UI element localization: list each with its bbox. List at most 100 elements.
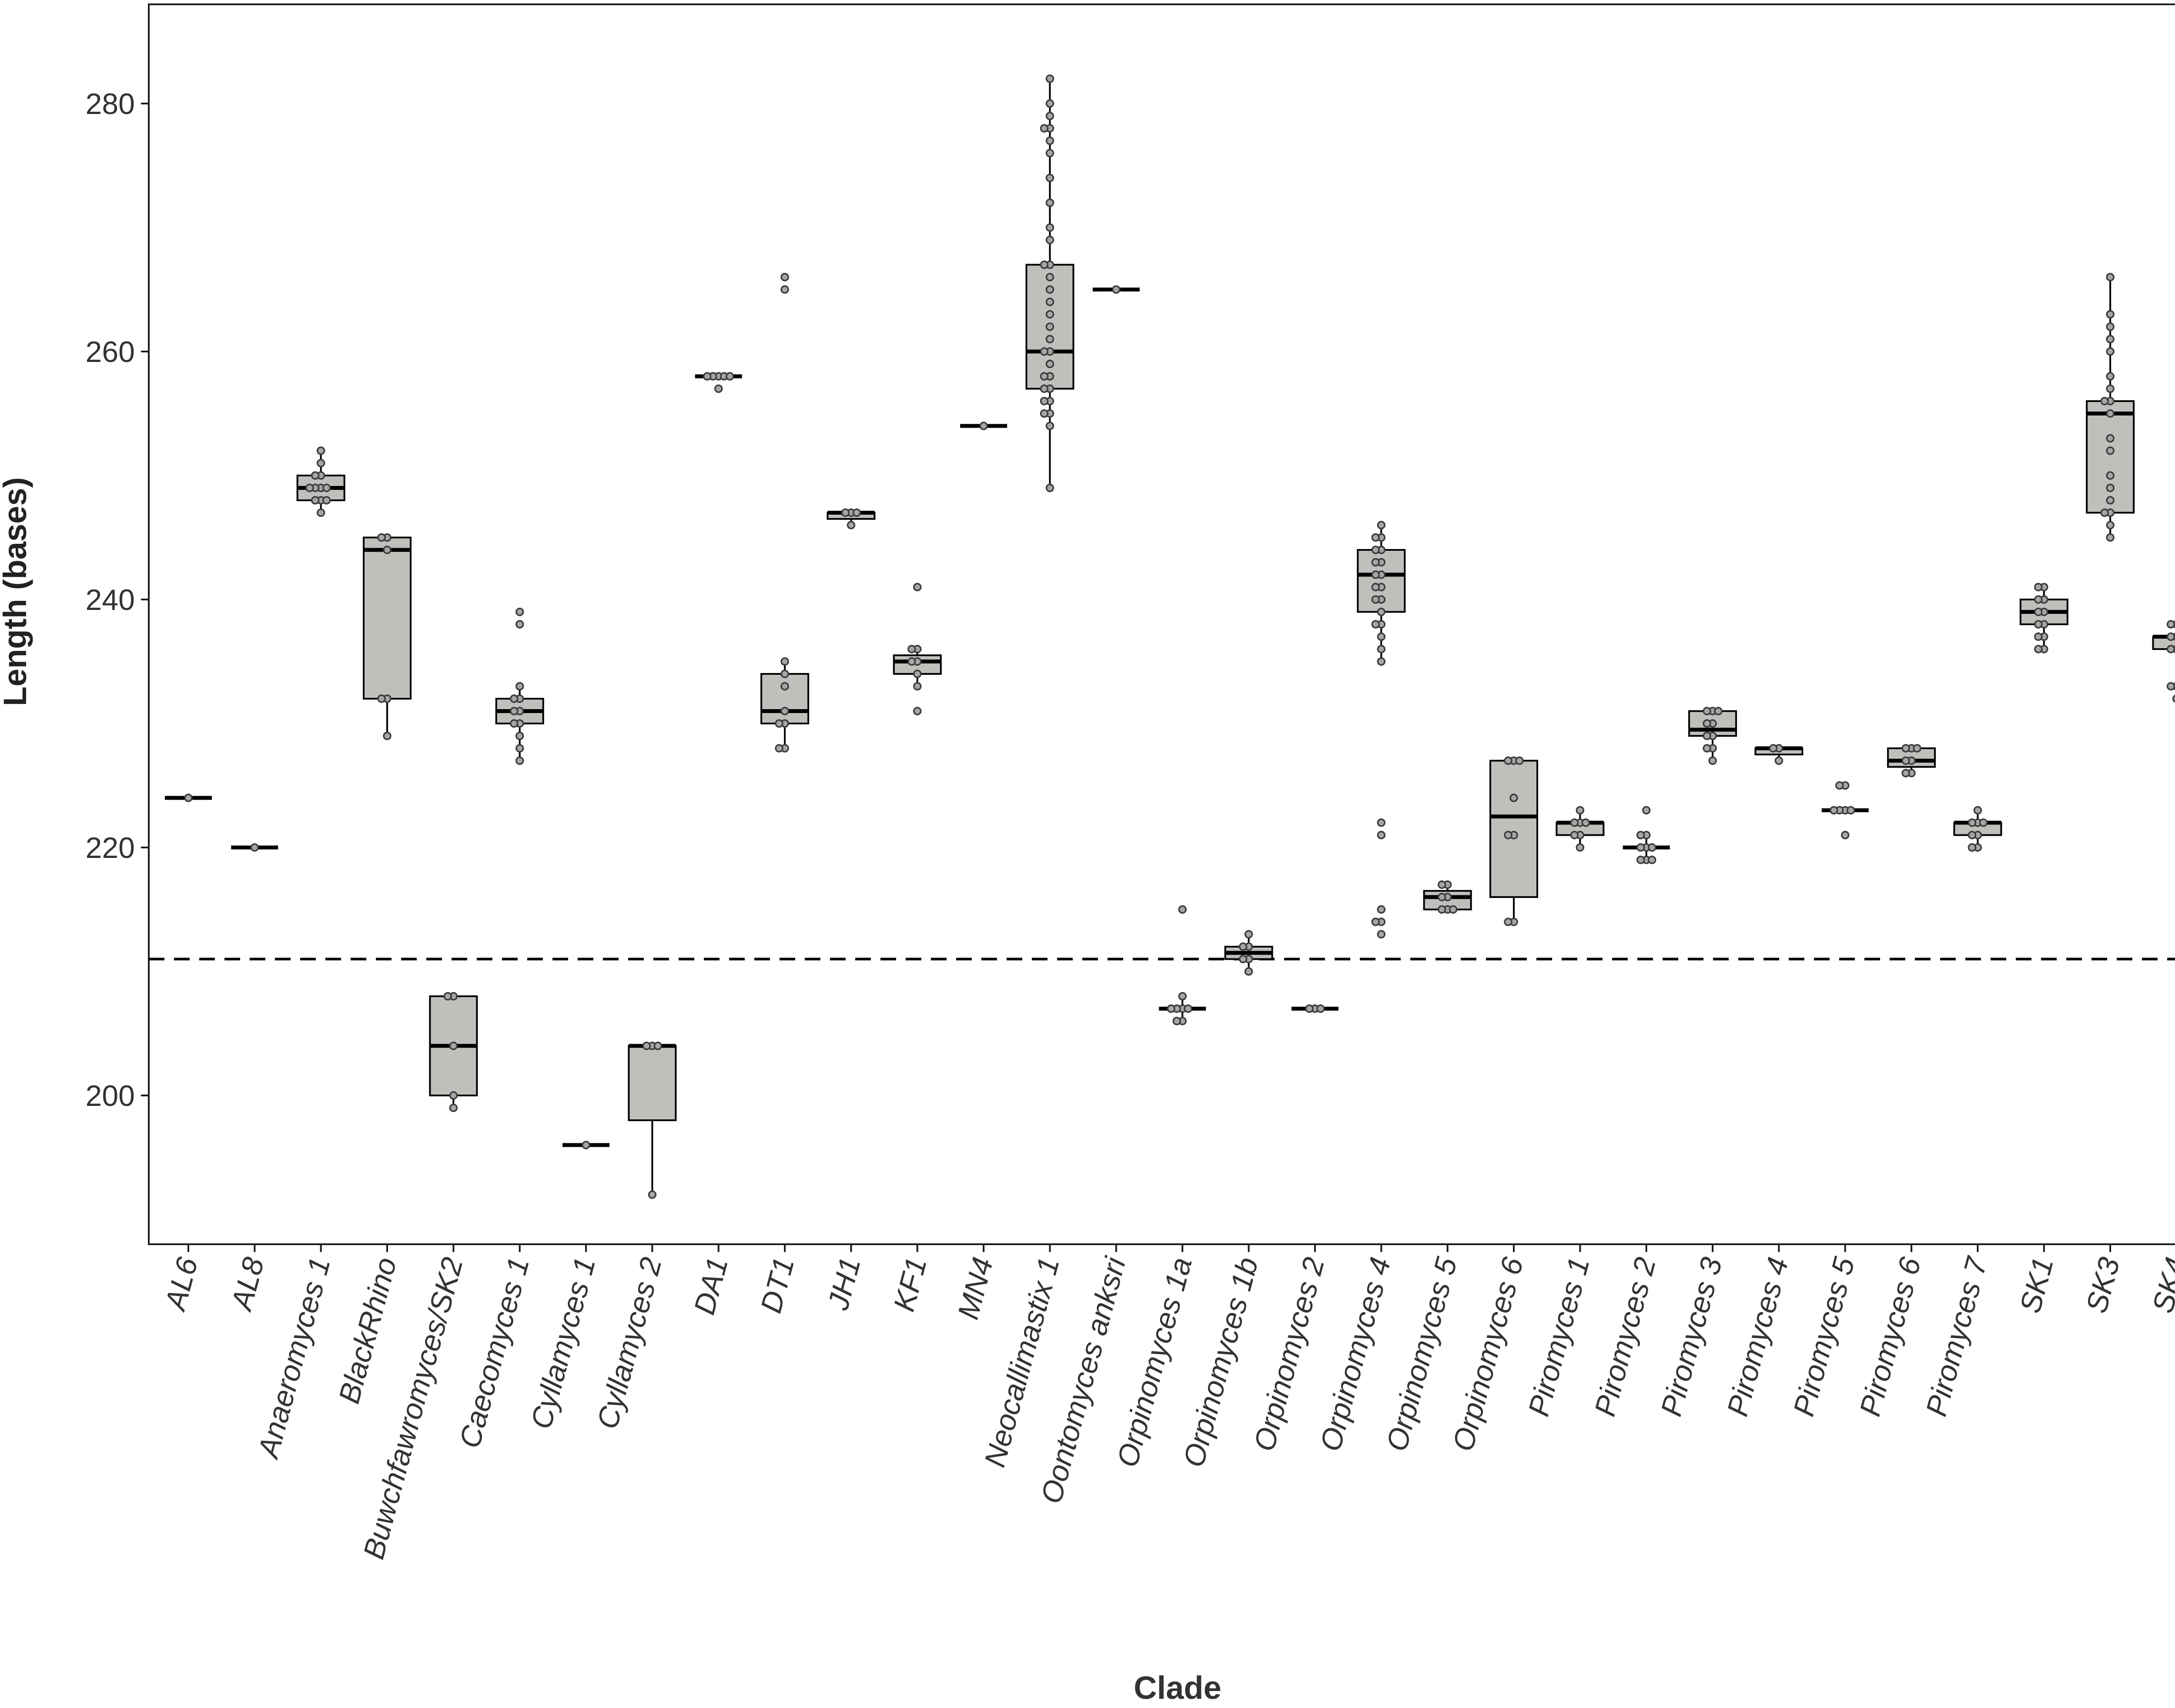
data-point [2107, 311, 2114, 318]
data-point [842, 509, 849, 516]
data-point [1047, 361, 1054, 368]
data-point [704, 373, 711, 380]
data-point [781, 286, 788, 293]
data-point [1637, 844, 1644, 851]
data-point [1902, 757, 1909, 764]
data-point [908, 658, 915, 665]
x-tick-label: Piromyces 2 [1588, 1254, 1662, 1420]
data-point [1047, 323, 1054, 330]
x-tick-label: Cyllamyces 2 [591, 1254, 668, 1432]
data-point [1047, 485, 1054, 492]
data-point [2035, 584, 2042, 591]
data-point [1378, 646, 1385, 653]
box-group [828, 509, 875, 529]
data-point [2168, 633, 2175, 640]
iqr-box [1490, 761, 1537, 898]
data-point [2107, 373, 2114, 380]
x-tick-label: Piromyces 7 [1920, 1253, 1994, 1420]
data-point [1715, 708, 1722, 715]
data-point [318, 447, 325, 454]
data-point [1047, 224, 1054, 231]
data-point [450, 1042, 457, 1049]
data-point [1306, 1005, 1313, 1012]
data-point [781, 658, 788, 665]
y-tick-label: 200 [86, 1079, 135, 1112]
data-point [1179, 906, 1186, 913]
data-point [1770, 745, 1777, 752]
data-point [1902, 745, 1909, 752]
data-point [1439, 881, 1446, 888]
data-point [1775, 757, 1782, 764]
data-point [1041, 125, 1048, 132]
data-point [1372, 596, 1379, 603]
data-point [2107, 385, 2114, 392]
data-point [914, 683, 921, 690]
data-point [1703, 733, 1710, 740]
y-tick-label: 260 [86, 335, 135, 368]
x-tick-label: SK1 [2014, 1254, 2060, 1316]
x-tick-label: SK4 [2146, 1254, 2175, 1316]
data-point [1914, 745, 1921, 752]
data-point [1378, 609, 1385, 616]
data-point [1576, 844, 1583, 851]
data-point [2101, 398, 2108, 405]
data-point [1041, 373, 1048, 380]
x-tick-label: DA1 [688, 1254, 735, 1318]
box-group [562, 1142, 609, 1149]
data-point [715, 385, 722, 392]
iqr-box [364, 538, 411, 699]
data-point [516, 609, 523, 616]
data-point [1516, 757, 1523, 764]
data-point [2035, 633, 2042, 640]
data-point [776, 745, 783, 752]
data-point [848, 522, 855, 529]
x-tick-label: DT1 [754, 1254, 801, 1316]
data-point [1047, 311, 1054, 318]
data-point [1168, 1005, 1174, 1012]
data-point [384, 733, 391, 740]
data-point [1378, 658, 1385, 665]
data-point [323, 485, 330, 492]
box-group [1556, 807, 1603, 851]
data-point [1643, 807, 1650, 814]
data-point [1842, 832, 1849, 839]
data-point [776, 720, 783, 727]
x-tick-label: Piromyces 1 [1522, 1254, 1596, 1420]
data-point [1317, 1005, 1324, 1012]
data-point [378, 534, 385, 541]
data-point [649, 1191, 656, 1198]
box-group [1623, 807, 1670, 864]
box-group [1093, 286, 1140, 293]
data-point [1047, 336, 1054, 343]
y-axis-title: Length (bases) [0, 477, 33, 706]
data-point [1968, 844, 1975, 851]
data-point [1836, 782, 1843, 789]
data-point [251, 844, 258, 851]
data-point [1709, 757, 1716, 764]
data-point [2107, 410, 2114, 417]
data-point [2107, 497, 2114, 504]
data-point [1173, 1018, 1180, 1025]
boxes-layer [165, 75, 2175, 1198]
data-point [1637, 857, 1644, 864]
box-group [430, 993, 477, 1112]
data-point [1703, 720, 1710, 727]
x-tick-label: Caecomyces 1 [453, 1254, 535, 1451]
data-point [1245, 968, 1252, 975]
data-point [1571, 819, 1578, 826]
data-point [914, 708, 921, 715]
data-point [781, 274, 788, 281]
data-point [2035, 646, 2042, 653]
data-point [1576, 807, 1583, 814]
data-point [1041, 398, 1048, 405]
x-axis-title: Clade [1134, 1670, 1221, 1706]
data-point [1041, 348, 1048, 355]
data-point [1902, 770, 1909, 777]
iqr-box [629, 1046, 676, 1120]
data-point [2107, 323, 2114, 330]
box-group [1888, 745, 1935, 777]
data-point [318, 509, 325, 516]
